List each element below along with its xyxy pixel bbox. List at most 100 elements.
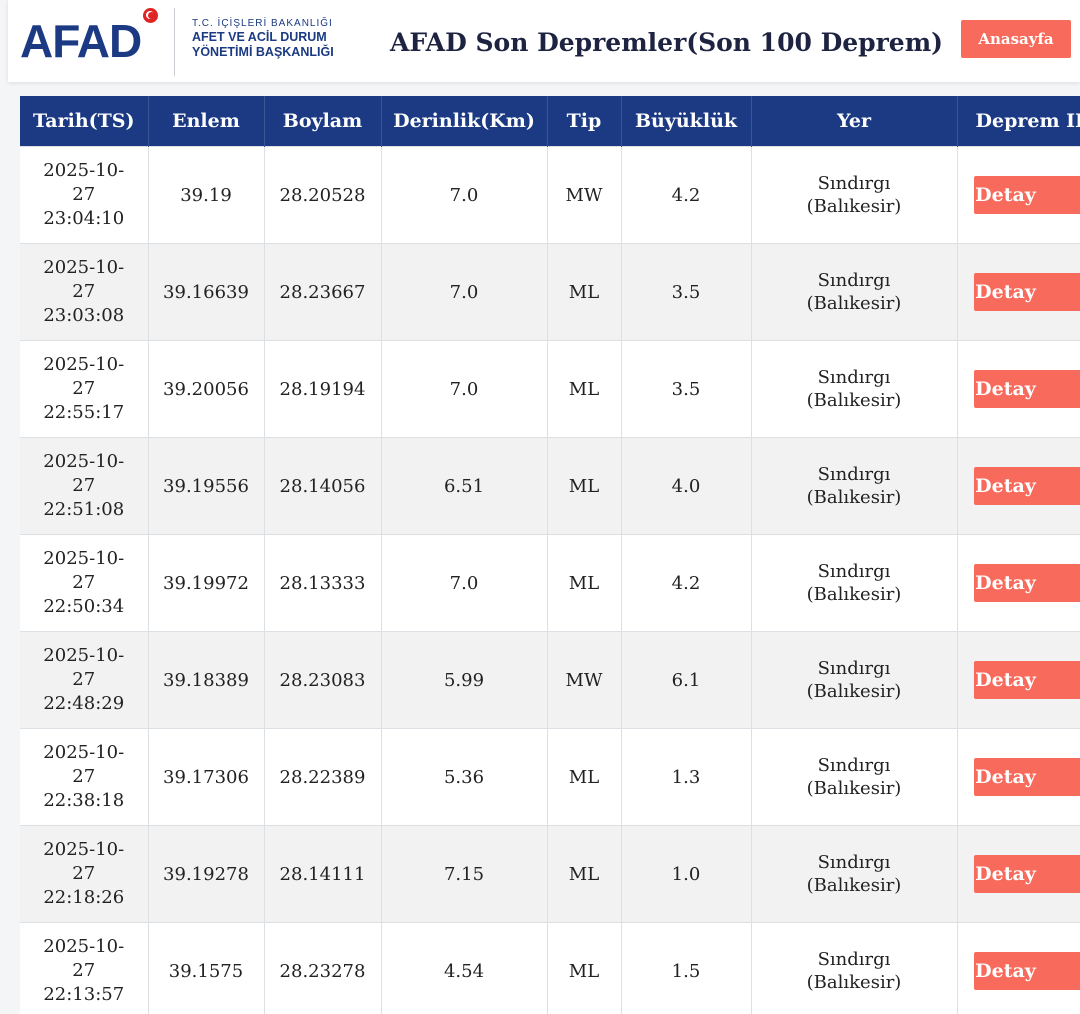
date-part: 2025-10- bbox=[43, 257, 125, 278]
cell-location: Sındırgı (Balıkesir) bbox=[751, 340, 958, 438]
table-row[interactable]: 2025-10- 27 22:38:18 39.17306 28.22389 5.36 ML… bbox=[20, 728, 1080, 826]
time: 22:51:08 bbox=[43, 499, 125, 520]
cell-type: ML bbox=[547, 922, 622, 1014]
detail-button-label: Detay bbox=[975, 475, 1036, 497]
time: 22:18:26 bbox=[43, 887, 125, 908]
cell-depth: 7.0 bbox=[381, 146, 548, 244]
table-row[interactable]: 2025-10- 27 22:50:34 39.19972 28.13333 7.0 ML 4… bbox=[20, 534, 1080, 632]
location-province: (Balıkesir) bbox=[806, 293, 902, 314]
cell-depth: 5.36 bbox=[381, 728, 548, 826]
detail-button[interactable]: Detay bbox=[973, 273, 1080, 311]
table-row[interactable]: 2025-10- 27 23:03:08 39.16639 28.23667 7.0 ML 3… bbox=[20, 243, 1080, 341]
detail-button-label: Detay bbox=[975, 572, 1036, 594]
table-row[interactable]: 2025-10- 27 22:51:08 39.19556 28.14056 6.51 ML… bbox=[20, 437, 1080, 535]
date-part: 2025-10- bbox=[43, 936, 125, 957]
table-row[interactable]: 2025-10- 27 22:18:26 39.19278 28.14111 7.15 ML… bbox=[20, 825, 1080, 923]
location-province: (Balıkesir) bbox=[806, 972, 902, 993]
detail-button[interactable]: Detay bbox=[973, 661, 1080, 699]
cell-location: Sındırgı (Balıkesir) bbox=[751, 534, 958, 632]
cell-date: 2025-10- 27 22:38:18 bbox=[20, 728, 149, 826]
cell-quake-id: Detay bbox=[957, 922, 1080, 1014]
cell-magnitude: 4.2 bbox=[621, 146, 752, 244]
date-day: 27 bbox=[72, 281, 96, 302]
detail-button[interactable]: Detay bbox=[973, 564, 1080, 602]
cell-type: ML bbox=[547, 728, 622, 826]
date-part: 2025-10- bbox=[43, 548, 125, 569]
location-province: (Balıkesir) bbox=[806, 196, 902, 217]
table-row[interactable]: 2025-10- 27 22:55:17 39.20056 28.19194 7.0 ML 3… bbox=[20, 340, 1080, 438]
detail-button-label: Detay bbox=[975, 863, 1036, 885]
cell-latitude: 39.19 bbox=[148, 146, 265, 244]
cell-longitude: 28.22389 bbox=[264, 728, 382, 826]
detail-button-label: Detay bbox=[975, 766, 1036, 788]
ministry-line-1: T.C. İÇİŞLERİ BAKANLIĞI bbox=[192, 18, 333, 29]
time: 22:38:18 bbox=[43, 790, 125, 811]
cell-type: ML bbox=[547, 825, 622, 923]
detail-button-label: Detay bbox=[975, 378, 1036, 400]
cell-type: ML bbox=[547, 534, 622, 632]
column-header-date[interactable]: Tarih(TS) bbox=[20, 96, 149, 147]
column-header-depth[interactable]: Derinlik(Km) bbox=[381, 96, 548, 147]
cell-latitude: 39.1575 bbox=[148, 922, 265, 1014]
column-header-type[interactable]: Tip bbox=[547, 96, 622, 147]
cell-location: Sındırgı (Balıkesir) bbox=[751, 243, 958, 341]
earthquake-table-container[interactable]: Tarih(TS) Enlem Boylam Derinlik(Km) Tip … bbox=[20, 96, 1080, 1014]
date-day: 27 bbox=[72, 766, 96, 787]
time: 22:48:29 bbox=[43, 693, 125, 714]
table-row[interactable]: 2025-10- 27 22:13:57 39.1575 28.23278 4.54 ML 1… bbox=[20, 922, 1080, 1014]
afad-logo[interactable]: AFAD bbox=[20, 15, 142, 67]
time: 23:04:10 bbox=[43, 208, 125, 229]
column-header-magnitude[interactable]: Büyüklük bbox=[621, 96, 752, 147]
location-province: (Balıkesir) bbox=[806, 390, 902, 411]
cell-longitude: 28.14056 bbox=[264, 437, 382, 535]
page-title: AFAD Son Depremler(Son 100 Deprem) bbox=[390, 28, 943, 57]
date-part: 2025-10- bbox=[43, 839, 125, 860]
detail-button[interactable]: Detay bbox=[973, 952, 1080, 990]
table-header-row: Tarih(TS) Enlem Boylam Derinlik(Km) Tip … bbox=[20, 96, 1080, 147]
cell-depth: 7.0 bbox=[381, 243, 548, 341]
time: 23:03:08 bbox=[43, 305, 125, 326]
location-district: Sındırgı bbox=[817, 658, 891, 679]
cell-latitude: 39.18389 bbox=[148, 631, 265, 729]
detail-button[interactable]: Detay bbox=[973, 467, 1080, 505]
cell-date: 2025-10- 27 23:04:10 bbox=[20, 146, 149, 244]
detail-button[interactable]: Detay bbox=[973, 176, 1080, 214]
site-header: AFAD T.C. İÇİŞLERİ BAKANLIĞI AFET VE ACİ… bbox=[8, 0, 1080, 82]
table-row[interactable]: 2025-10- 27 23:04:10 39.19 28.20528 7.0 MW 4.2 S… bbox=[20, 146, 1080, 244]
detail-button-label: Detay bbox=[975, 184, 1036, 206]
cell-location: Sındırgı (Balıkesir) bbox=[751, 631, 958, 729]
date-part: 2025-10- bbox=[43, 645, 125, 666]
cell-location: Sındırgı (Balıkesir) bbox=[751, 146, 958, 244]
cell-depth: 6.51 bbox=[381, 437, 548, 535]
location-province: (Balıkesir) bbox=[806, 875, 902, 896]
cell-type: ML bbox=[547, 437, 622, 535]
detail-button[interactable]: Detay bbox=[973, 758, 1080, 796]
ministry-name: T.C. İÇİŞLERİ BAKANLIĞI AFET VE ACİL DUR… bbox=[192, 18, 334, 60]
location-district: Sındırgı bbox=[817, 755, 891, 776]
cell-quake-id: Detay bbox=[957, 534, 1080, 632]
detail-button-label: Detay bbox=[975, 669, 1036, 691]
cell-depth: 5.99 bbox=[381, 631, 548, 729]
column-header-longitude[interactable]: Boylam bbox=[264, 96, 382, 147]
time: 22:55:17 bbox=[43, 402, 125, 423]
cell-quake-id: Detay bbox=[957, 340, 1080, 438]
time: 22:50:34 bbox=[43, 596, 125, 617]
cell-longitude: 28.20528 bbox=[264, 146, 382, 244]
cell-location: Sındırgı (Balıkesir) bbox=[751, 825, 958, 923]
column-header-location[interactable]: Yer bbox=[751, 96, 958, 147]
cell-magnitude: 4.2 bbox=[621, 534, 752, 632]
date-day: 27 bbox=[72, 475, 96, 496]
location-district: Sındırgı bbox=[817, 464, 891, 485]
detail-button[interactable]: Detay bbox=[973, 855, 1080, 893]
cell-quake-id: Detay bbox=[957, 243, 1080, 341]
cell-longitude: 28.19194 bbox=[264, 340, 382, 438]
date-part: 2025-10- bbox=[43, 354, 125, 375]
location-province: (Balıkesir) bbox=[806, 778, 902, 799]
detail-button[interactable]: Detay bbox=[973, 370, 1080, 408]
table-row[interactable]: 2025-10- 27 22:48:29 39.18389 28.23083 5.99 MW… bbox=[20, 631, 1080, 729]
home-button[interactable]: Anasayfa bbox=[961, 20, 1071, 58]
date-part: 2025-10- bbox=[43, 742, 125, 763]
column-header-quake-id[interactable]: Deprem ID bbox=[957, 96, 1080, 147]
column-header-latitude[interactable]: Enlem bbox=[148, 96, 265, 147]
